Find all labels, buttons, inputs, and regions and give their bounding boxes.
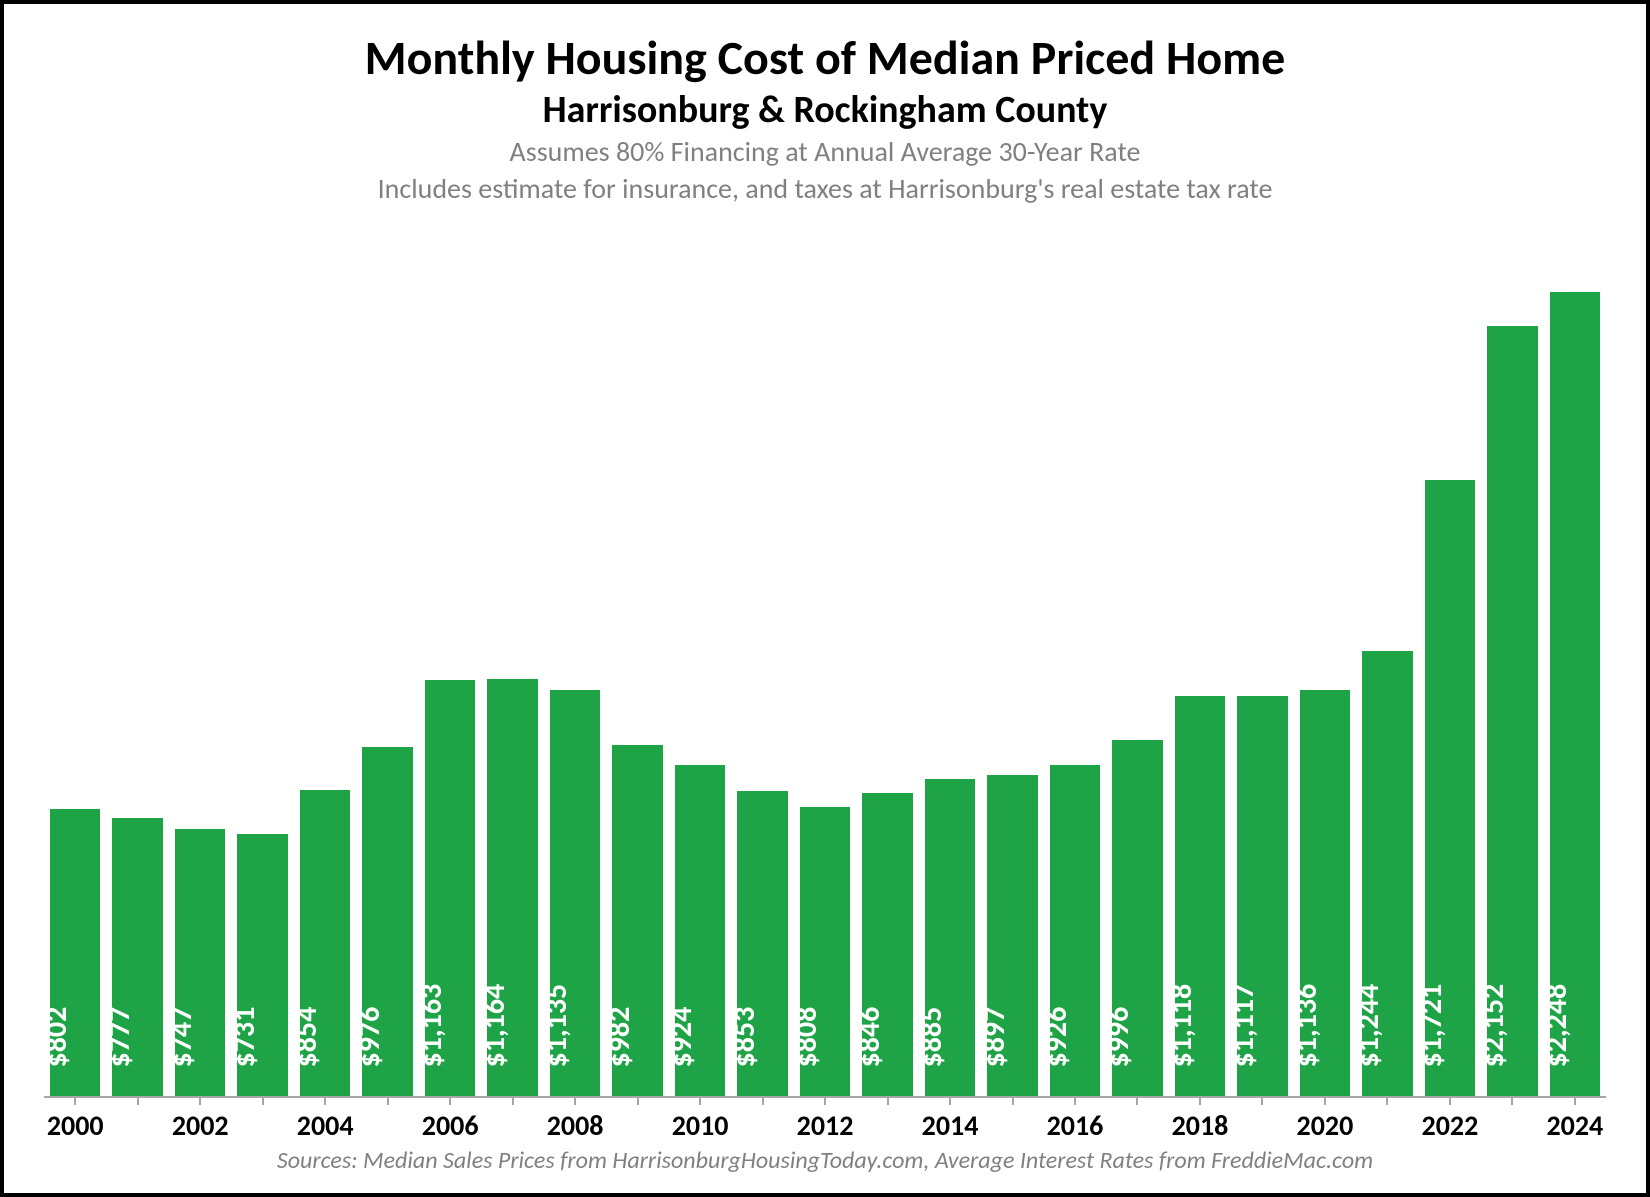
- bar-slot: $2,152: [1485, 251, 1539, 1096]
- x-axis-label: 2014: [922, 1108, 979, 1143]
- bar: $846: [862, 793, 912, 1096]
- bar: $1,118: [1175, 696, 1225, 1096]
- bar-value-label: $1,118: [1163, 984, 1200, 1068]
- x-axis-label: 2024: [1546, 1108, 1603, 1143]
- x-axis-label: 2020: [1297, 1108, 1354, 1143]
- bar-value-label: $846: [851, 1007, 888, 1068]
- bar-value-label: $731: [226, 1007, 263, 1068]
- bar-slot: $897: [985, 251, 1039, 1096]
- bar-slot: $854: [298, 251, 352, 1096]
- chart-note-2: Includes estimate for insurance, and tax…: [44, 171, 1606, 206]
- bar-value-label: $747: [163, 1007, 200, 1068]
- bar-value-label: $853: [726, 1007, 763, 1068]
- bar: $996: [1112, 740, 1162, 1096]
- bar-slot: $846: [860, 251, 914, 1096]
- x-axis-label: 2018: [1172, 1108, 1229, 1143]
- bar: $1,136: [1300, 690, 1350, 1097]
- bar-value-label: $897: [976, 1007, 1013, 1068]
- bar-slot: $731: [235, 251, 289, 1096]
- chart-titles: Monthly Housing Cost of Median Priced Ho…: [44, 32, 1606, 206]
- bar-value-label: $808: [788, 1007, 825, 1068]
- bar-value-label: $926: [1038, 1007, 1075, 1068]
- bar-slot: $1,163: [423, 251, 477, 1096]
- bar-slot: $1,117: [1235, 251, 1289, 1096]
- plot-area: $802$777$747$731$854$976$1,163$1,164$1,1…: [44, 251, 1606, 1175]
- bar-value-label: $2,248: [1538, 984, 1575, 1068]
- bar: $808: [800, 807, 850, 1096]
- bar-value-label: $1,136: [1288, 984, 1325, 1068]
- bar-slot: $1,721: [1423, 251, 1477, 1096]
- bar-value-label: $996: [1100, 1007, 1137, 1068]
- x-axis-label: 2016: [1047, 1108, 1104, 1143]
- bar: $976: [362, 747, 412, 1096]
- bar-value-label: $1,117: [1225, 984, 1262, 1068]
- chart-frame: Monthly Housing Cost of Median Priced Ho…: [0, 0, 1650, 1197]
- bar: $731: [237, 834, 287, 1096]
- bar-value-label: $1,163: [413, 984, 450, 1068]
- bar-slot: $802: [48, 251, 102, 1096]
- bar-slot: $2,248: [1548, 251, 1602, 1096]
- bar: $2,248: [1550, 292, 1600, 1096]
- chart-title: Monthly Housing Cost of Median Priced Ho…: [44, 32, 1606, 85]
- bar: $885: [925, 779, 975, 1096]
- x-axis-label: 2000: [47, 1108, 104, 1143]
- bar-slot: $996: [1110, 251, 1164, 1096]
- bar-slot: $1,244: [1360, 251, 1414, 1096]
- bar-slot: $853: [735, 251, 789, 1096]
- bar-slot: $1,136: [1298, 251, 1352, 1096]
- bar-value-label: $802: [38, 1007, 75, 1068]
- bar-value-label: $924: [663, 1007, 700, 1068]
- x-axis-label: 2002: [172, 1108, 229, 1143]
- bar: $1,163: [425, 680, 475, 1096]
- bar: $924: [675, 765, 725, 1096]
- bar-value-label: $1,164: [476, 984, 513, 1068]
- bar: $854: [300, 790, 350, 1096]
- bar: $853: [737, 791, 787, 1096]
- bar: $1,244: [1362, 651, 1412, 1096]
- bar-value-label: $777: [101, 1007, 138, 1068]
- bar-value-label: $854: [288, 1007, 325, 1068]
- x-axis-label: 2006: [422, 1108, 479, 1143]
- bar-slot: $926: [1048, 251, 1102, 1096]
- bar-value-label: $885: [913, 1007, 950, 1068]
- bar-value-label: $1,135: [538, 984, 575, 1068]
- bar-slot: $747: [173, 251, 227, 1096]
- bar-plot: $802$777$747$731$854$976$1,163$1,164$1,1…: [44, 251, 1606, 1098]
- bar-value-label: $982: [601, 1007, 638, 1068]
- bar: $1,117: [1237, 696, 1287, 1096]
- bar-slot: $808: [798, 251, 852, 1096]
- bar: $1,721: [1425, 480, 1475, 1096]
- bar-value-label: $976: [351, 1007, 388, 1068]
- sources-text: Sources: Median Sales Prices from Harris…: [44, 1146, 1606, 1175]
- bar-value-label: $1,721: [1413, 984, 1450, 1068]
- bar: $747: [175, 829, 225, 1096]
- bar: $897: [987, 775, 1037, 1096]
- bar-value-label: $1,244: [1350, 984, 1387, 1068]
- x-axis-label: 2004: [297, 1108, 354, 1143]
- chart-note-1: Assumes 80% Financing at Annual Average …: [44, 134, 1606, 169]
- bar: $926: [1050, 765, 1100, 1096]
- x-axis-label: 2022: [1422, 1108, 1479, 1143]
- bar-slot: $777: [110, 251, 164, 1096]
- x-axis-label: 2010: [672, 1108, 729, 1143]
- x-axis-label: 2012: [797, 1108, 854, 1143]
- bar: $2,152: [1487, 326, 1537, 1096]
- bar-value-label: $2,152: [1475, 984, 1512, 1068]
- x-axis-label: 2008: [547, 1108, 604, 1143]
- bar-slot: $924: [673, 251, 727, 1096]
- bar: $1,164: [487, 679, 537, 1096]
- bar-slot: $885: [923, 251, 977, 1096]
- bar: $982: [612, 745, 662, 1096]
- bar-slot: $976: [360, 251, 414, 1096]
- bar: $1,135: [550, 690, 600, 1096]
- bar: $802: [50, 809, 100, 1096]
- chart-subtitle: Harrisonburg & Rockingham County: [44, 89, 1606, 133]
- bar-slot: $1,118: [1173, 251, 1227, 1096]
- bar-slot: $982: [610, 251, 664, 1096]
- bar: $777: [112, 818, 162, 1096]
- bar-slot: $1,164: [485, 251, 539, 1096]
- bar-slot: $1,135: [548, 251, 602, 1096]
